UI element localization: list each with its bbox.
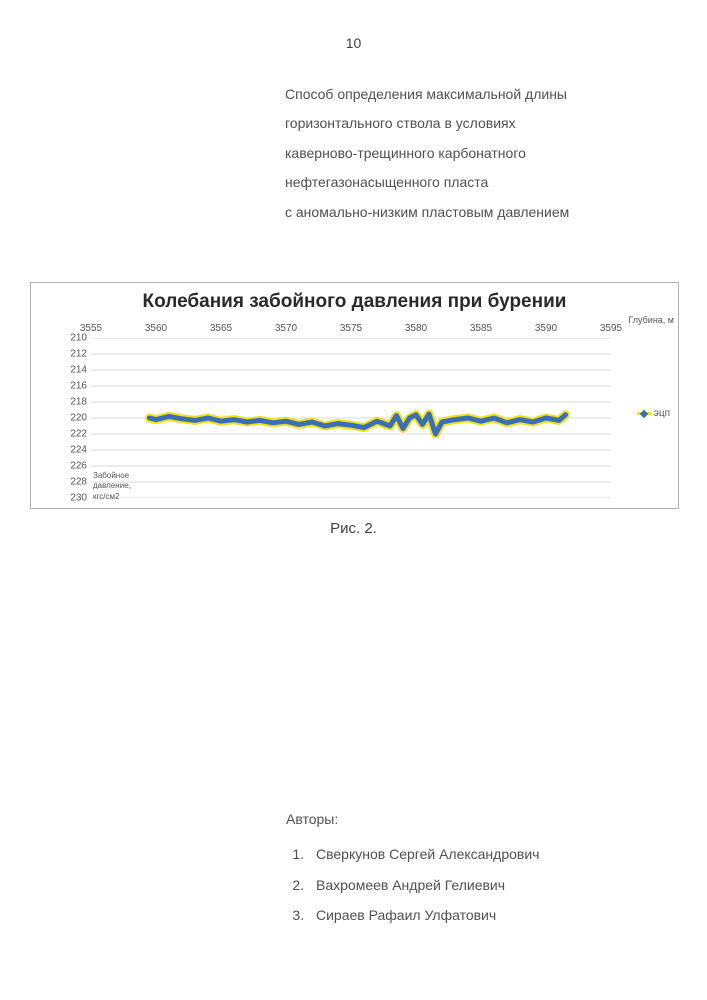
authors-heading: Авторы: (286, 804, 539, 835)
x-tick-label: 3595 (600, 323, 622, 334)
authors-list: Сверкунов Сергей Александрович Вахромеев… (286, 839, 539, 931)
desc-line: с аномально-низким пластовым давлением (285, 198, 647, 227)
x-tick-label: 3585 (470, 323, 492, 334)
desc-line: нефтегазонасыщенного пласта (285, 168, 647, 197)
authors-block: Авторы: Сверкунов Сергей Александрович В… (286, 804, 539, 931)
y-tick-label: 224 (70, 445, 87, 456)
y-label-line: кгс/см2 (93, 492, 131, 502)
x-tick-label: 3560 (145, 323, 167, 334)
x-tick-label: 3565 (210, 323, 232, 334)
document-title-block: Способ определения максимальной длины го… (285, 80, 647, 227)
x-tick-label: 3570 (275, 323, 297, 334)
y-tick-label: 220 (70, 413, 87, 424)
pressure-chart: Колебания забойного давления при бурении… (30, 282, 679, 509)
figure-caption: Рис. 2. (0, 520, 707, 537)
x-tick-label: 3580 (405, 323, 427, 334)
x-axis-ticks: 355535603565357035753580358535903595 (91, 323, 611, 338)
y-axis-ticks: 210212214216218220222224226228230 (31, 338, 89, 498)
desc-line: горизонтального ствола в условиях (285, 109, 647, 138)
y-tick-label: 226 (70, 461, 87, 472)
legend-marker-icon (640, 409, 648, 417)
legend-label: эцп (654, 408, 670, 419)
x-tick-label: 3590 (535, 323, 557, 334)
y-tick-label: 210 (70, 333, 87, 344)
y-tick-label: 218 (70, 397, 87, 408)
page-number: 10 (0, 35, 707, 51)
x-tick-label: 3575 (340, 323, 362, 334)
x-axis-title: Глубина, м (628, 315, 674, 325)
y-tick-label: 230 (70, 493, 87, 504)
chart-legend: эцп (637, 408, 670, 419)
chart-title: Колебания забойного давления при бурении (31, 291, 678, 313)
desc-line: каверново-трещинного карбонатного (285, 139, 647, 168)
y-tick-label: 212 (70, 349, 87, 360)
y-tick-label: 214 (70, 365, 87, 376)
plot-area (91, 338, 611, 498)
y-axis-label: Забойное давление, кгс/см2 (93, 471, 131, 502)
desc-line: Способ определения максимальной длины (285, 80, 647, 109)
y-label-line: Забойное (93, 471, 131, 481)
y-tick-label: 222 (70, 429, 87, 440)
y-tick-label: 216 (70, 381, 87, 392)
author-item: Вахромеев Андрей Гелиевич (308, 870, 539, 901)
y-label-line: давление, (93, 481, 131, 491)
y-tick-label: 228 (70, 477, 87, 488)
author-item: Сверкунов Сергей Александрович (308, 839, 539, 870)
chart-svg (91, 338, 611, 498)
legend-line-icon (637, 412, 651, 415)
author-item: Сираев Рафаил Улфатович (308, 900, 539, 931)
